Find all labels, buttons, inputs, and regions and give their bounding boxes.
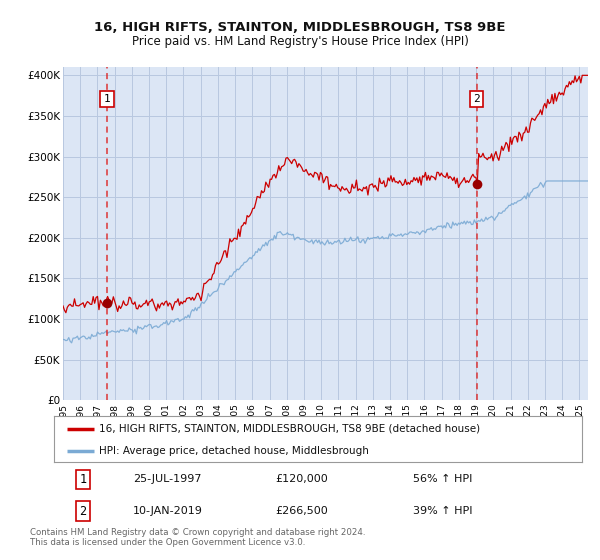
Text: 25-JUL-1997: 25-JUL-1997 [133, 474, 202, 484]
Text: 16, HIGH RIFTS, STAINTON, MIDDLESBROUGH, TS8 9BE (detached house): 16, HIGH RIFTS, STAINTON, MIDDLESBROUGH,… [99, 424, 480, 434]
Text: 56% ↑ HPI: 56% ↑ HPI [413, 474, 472, 484]
Text: 1: 1 [104, 94, 110, 104]
Text: Price paid vs. HM Land Registry's House Price Index (HPI): Price paid vs. HM Land Registry's House … [131, 35, 469, 48]
Text: 39% ↑ HPI: 39% ↑ HPI [413, 506, 473, 516]
Text: 2: 2 [79, 505, 86, 517]
Text: 1: 1 [79, 473, 86, 486]
Text: £120,000: £120,000 [276, 474, 329, 484]
Text: £266,500: £266,500 [276, 506, 329, 516]
Text: 10-JAN-2019: 10-JAN-2019 [133, 506, 203, 516]
Text: Contains HM Land Registry data © Crown copyright and database right 2024.
This d: Contains HM Land Registry data © Crown c… [30, 528, 365, 547]
Text: 16, HIGH RIFTS, STAINTON, MIDDLESBROUGH, TS8 9BE: 16, HIGH RIFTS, STAINTON, MIDDLESBROUGH,… [94, 21, 506, 34]
Text: 2: 2 [473, 94, 480, 104]
Text: HPI: Average price, detached house, Middlesbrough: HPI: Average price, detached house, Midd… [99, 446, 369, 455]
